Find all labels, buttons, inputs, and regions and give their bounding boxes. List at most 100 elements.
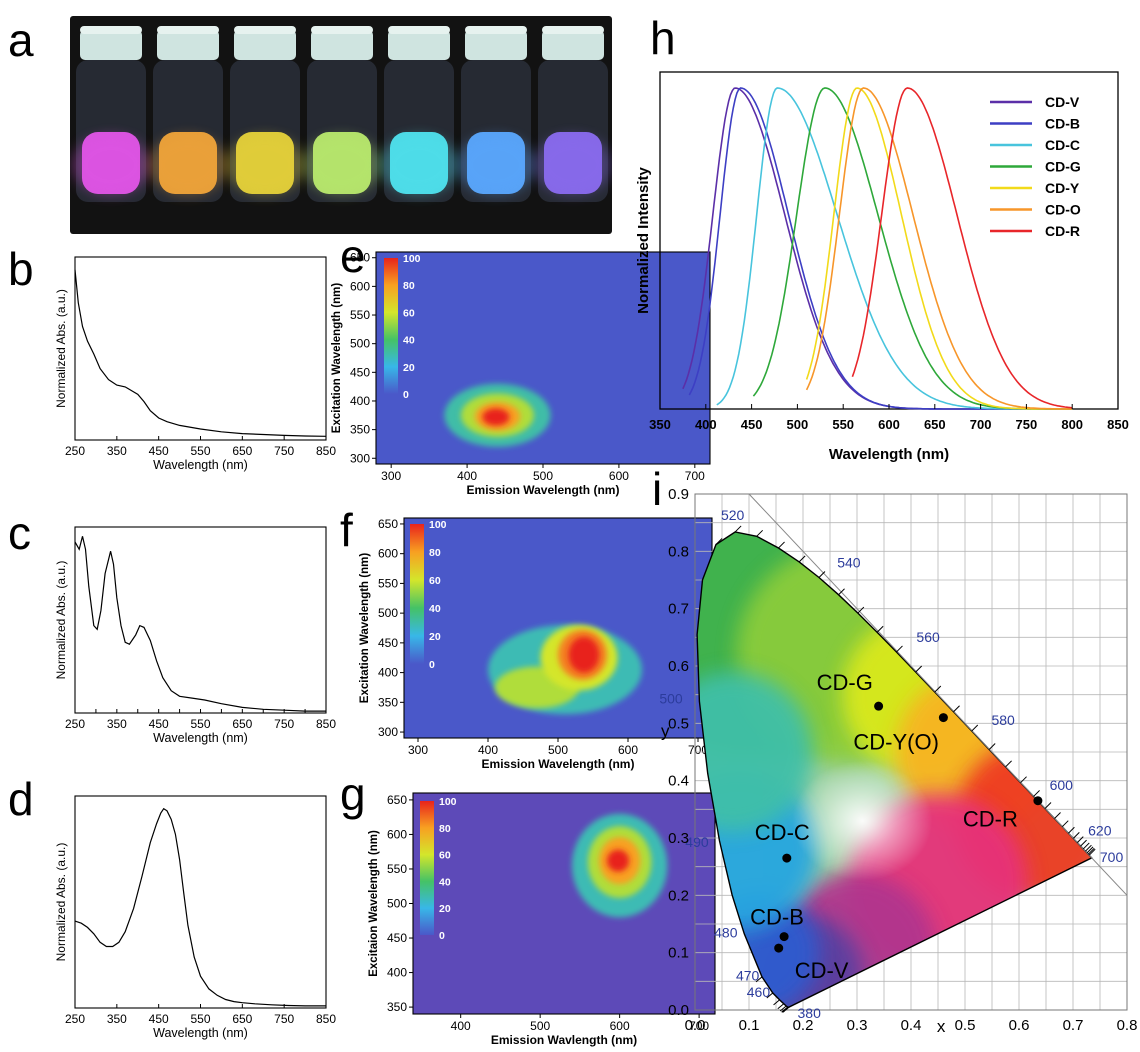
x-axis-label: Emission Wavlength (nm) — [491, 1033, 637, 1047]
locus-tick — [777, 1003, 785, 1010]
vial-glow — [72, 135, 150, 195]
panel-label-d: d — [8, 773, 34, 825]
x-tick-label: 0.0 — [685, 1017, 706, 1034]
heatmap-contour — [568, 636, 600, 673]
data-point — [782, 853, 792, 863]
wavelength-label: 500 — [659, 691, 683, 707]
colorbar-tick-label: 80 — [439, 823, 451, 835]
x-tick-label: 300 — [381, 469, 401, 483]
data-point — [938, 713, 948, 723]
wavelength-label: 560 — [916, 629, 940, 645]
vial-cap-top — [311, 26, 373, 34]
y-tick-label: 550 — [378, 576, 398, 590]
x-tick-label: 0.7 — [1063, 1017, 1084, 1034]
x-axis-label: Wavelength (nm) — [153, 1026, 248, 1040]
x-tick-label: 400 — [478, 743, 498, 757]
y-tick-label: 0.4 — [668, 773, 689, 790]
cie-white-point — [792, 760, 933, 881]
y-tick-label: 550 — [387, 862, 407, 876]
x-tick-label: 250 — [65, 717, 85, 731]
legend-label: CD-G — [1045, 159, 1081, 175]
x-axis-label: x — [937, 1017, 946, 1036]
data-point-label: CD-R — [963, 807, 1018, 832]
locus-tick — [988, 743, 996, 750]
locus-tick — [779, 1005, 787, 1012]
legend-label: CD-B — [1045, 116, 1080, 132]
vial-glow — [303, 135, 381, 195]
panel-label-e: e — [340, 230, 366, 282]
heatmap-area — [413, 793, 715, 1014]
cie-color-blob — [697, 672, 813, 832]
locus-tick — [1061, 820, 1069, 828]
y-tick-label: 450 — [387, 931, 407, 945]
y-tick-label: 450 — [350, 365, 370, 379]
colorbar-tick-label: 0 — [439, 930, 445, 942]
x-tick-label: 600 — [878, 417, 900, 432]
y-tick-label: 400 — [378, 666, 398, 680]
series-line-cd-b — [688, 87, 1073, 410]
x-tick-label: 450 — [149, 444, 169, 458]
plot-frame — [74, 526, 327, 714]
colorbar — [384, 258, 398, 394]
locus-tick — [1005, 760, 1012, 768]
locus-tick — [778, 541, 785, 549]
locus-tick — [715, 538, 723, 545]
locus-tick — [1076, 836, 1084, 843]
x-tick-label: 600 — [618, 743, 638, 757]
x-tick-label: 700 — [689, 1019, 709, 1033]
x-tick-label: 350 — [107, 717, 127, 731]
x-tick-label: 850 — [316, 444, 336, 458]
wavelength-label: 490 — [685, 834, 709, 850]
x-tick-label: 0.1 — [739, 1017, 760, 1034]
y-tick-label: 0.1 — [668, 945, 689, 962]
data-point-label: CD-Y(O) — [853, 730, 939, 755]
panel-label-f: f — [340, 504, 353, 556]
colorbar-tick-label: 60 — [403, 307, 415, 319]
x-tick-label: 500 — [530, 1019, 550, 1033]
y-tick-label: 650 — [378, 517, 398, 531]
locus-tick — [915, 665, 923, 673]
x-tick-label: 600 — [610, 1019, 630, 1033]
panel-label-c: c — [8, 507, 31, 559]
absorbance-curve — [74, 269, 327, 437]
y-tick-label: 0.5 — [668, 715, 689, 732]
wavelength-label: 620 — [1088, 822, 1112, 838]
x-tick-label: 550 — [190, 444, 210, 458]
x-tick-label: 850 — [316, 717, 336, 731]
locus-tick — [766, 992, 774, 999]
panel-label-g: g — [340, 768, 366, 820]
x-tick-label: 650 — [232, 1012, 252, 1026]
vial-cap — [542, 30, 604, 60]
x-tick-label: 350 — [107, 444, 127, 458]
heatmap-area — [404, 518, 712, 738]
y-tick-label: 650 — [387, 793, 407, 807]
y-tick-label: 600 — [387, 827, 407, 841]
locus-tick — [896, 645, 903, 653]
vial-cap — [80, 30, 142, 60]
absorbance-plot-d: 250 350 450 550 650 750 850 Wavelength (nm) Norm… — [54, 795, 336, 1040]
locus-tick — [1080, 839, 1087, 847]
colorbar-tick-label: 40 — [429, 603, 441, 615]
vial-cap-top — [157, 26, 219, 34]
y-tick-label: 450 — [378, 636, 398, 650]
vial-glow — [534, 135, 612, 195]
reference-line — [748, 493, 1128, 896]
locus-tick — [971, 724, 979, 732]
legend-label: CD-V — [1045, 94, 1080, 110]
colorbar-tick-label: 100 — [439, 796, 457, 808]
x-tick-label: 250 — [65, 1012, 85, 1026]
vial-cap-top — [465, 26, 527, 34]
locus-tick — [773, 999, 780, 1006]
x-tick-label: 0.2 — [793, 1017, 814, 1034]
y-axis-label: Excitation Wavelength (nm) — [359, 553, 371, 704]
y-tick-label: 0.2 — [668, 887, 689, 904]
x-tick-label: 700 — [685, 469, 705, 483]
x-tick-label: 250 — [65, 444, 85, 458]
y-axis-label: Excitation Wavelength (nm) — [331, 283, 343, 434]
data-point-label: CD-G — [817, 670, 873, 695]
panel-label-a: a — [8, 14, 34, 66]
y-tick-label: 0.6 — [668, 658, 689, 675]
